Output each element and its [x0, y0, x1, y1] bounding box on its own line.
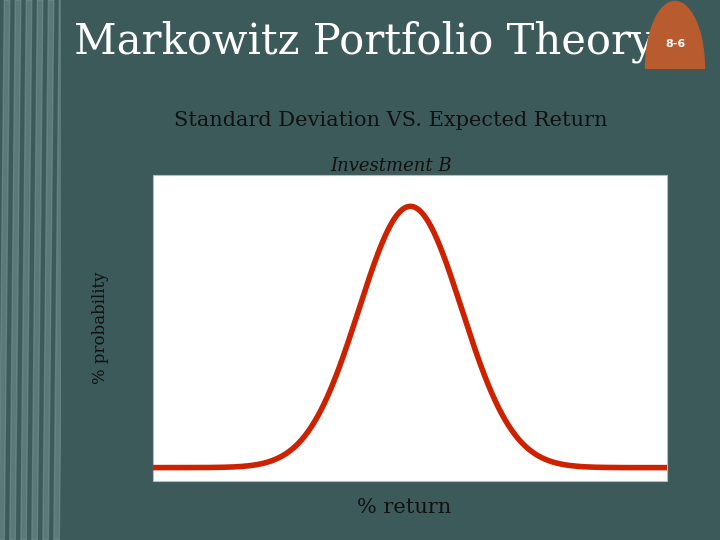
Text: Markowitz Portfolio Theory: Markowitz Portfolio Theory — [74, 21, 654, 63]
Text: % probability: % probability — [92, 272, 109, 384]
Polygon shape — [646, 2, 704, 68]
Bar — [153, 175, 667, 481]
Text: Standard Deviation VS. Expected Return: Standard Deviation VS. Expected Return — [174, 111, 608, 130]
Text: % return: % return — [356, 498, 451, 517]
Text: Investment B: Investment B — [330, 157, 451, 175]
Text: 8-6: 8-6 — [665, 39, 685, 49]
